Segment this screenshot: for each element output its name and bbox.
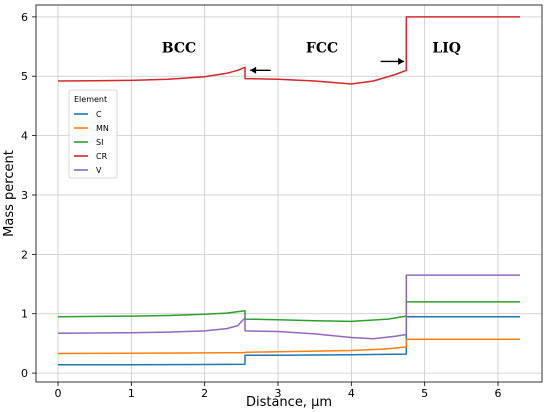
plot-frame — [35, 4, 543, 383]
axis-ticks: 0 1 2 3 4 5 6 0 1 2 3 4 5 6 — [21, 11, 502, 400]
legend-label-cr: CR — [96, 152, 108, 161]
x-tick-label: 4 — [348, 387, 355, 400]
legend-label-v: V — [96, 166, 102, 175]
y-tick-label: 1 — [21, 308, 28, 321]
y-tick-label: 5 — [21, 70, 28, 83]
series-line-c — [58, 315, 520, 366]
x-tick-label: 0 — [55, 387, 62, 400]
series-line-si — [57, 301, 520, 323]
arrow-left-head — [250, 66, 257, 74]
y-tick-label: 6 — [21, 11, 28, 24]
series-line-mn — [57, 338, 520, 355]
series-line-cr — [57, 16, 520, 85]
y-tick-label: 2 — [21, 248, 28, 261]
x-tick-label: 2 — [201, 387, 208, 400]
y-tick-label: 4 — [21, 130, 28, 143]
phase-label-bcc: BCC — [162, 40, 196, 56]
y-tick-label: 0 — [21, 367, 28, 380]
grid-lines — [36, 5, 542, 382]
y-tick-label: 3 — [21, 189, 28, 202]
arrow-right-head — [398, 57, 405, 65]
x-tick-label: 6 — [495, 387, 502, 400]
legend: Element C MN SI CR V — [68, 89, 118, 179]
legend-label-si: SI — [96, 138, 103, 147]
legend-label-mn: MN — [96, 124, 109, 133]
y-axis-label: Mass percent — [2, 150, 17, 237]
x-tick-label: 1 — [128, 387, 135, 400]
series-lines — [57, 16, 520, 366]
x-tick-label: 3 — [275, 387, 282, 400]
x-tick-label: 5 — [421, 387, 428, 400]
x-axis-label: Distance, µm — [246, 395, 332, 410]
phase-annotations: BCC FCC LIQ — [162, 40, 461, 74]
phase-label-liq: LIQ — [432, 40, 461, 56]
phase-label-fcc: FCC — [306, 40, 338, 56]
legend-label-c: C — [96, 110, 102, 119]
series-line-v — [57, 274, 520, 340]
legend-title: Element — [74, 95, 107, 104]
